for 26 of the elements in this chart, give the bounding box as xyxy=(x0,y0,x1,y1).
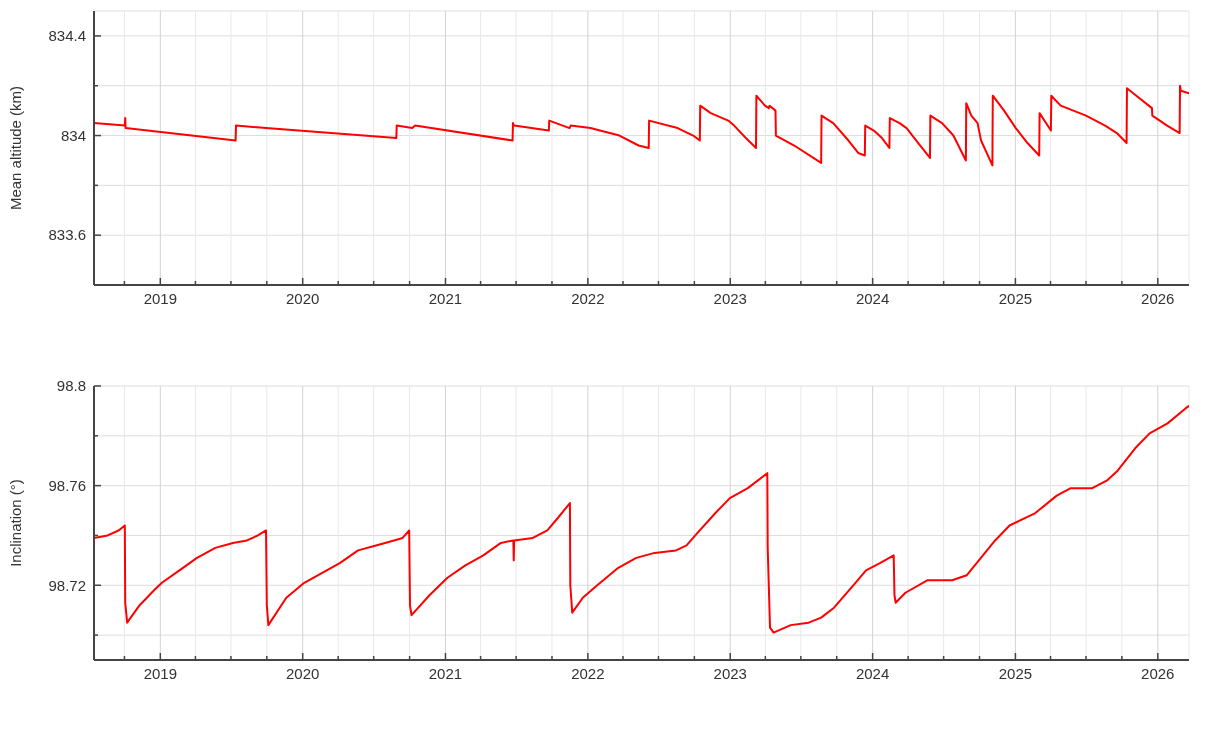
x-tick-label: 2022 xyxy=(571,664,605,682)
line-series xyxy=(94,404,1189,634)
x-tick-label: 2019 xyxy=(143,289,177,307)
x-tick-label: 2020 xyxy=(286,289,320,307)
x-tick-label: 2019 xyxy=(143,664,177,682)
y-tick-label: 98.72 xyxy=(48,576,86,594)
y-tick-label: 833.6 xyxy=(48,226,86,244)
x-tick-label: 2025 xyxy=(998,289,1033,307)
x-tick-label: 2023 xyxy=(713,289,747,307)
x-tick-label: 2022 xyxy=(571,289,605,307)
line-series xyxy=(94,84,1189,167)
x-tick-label: 2020 xyxy=(286,664,320,682)
y-tick-label: 98.8 xyxy=(56,377,86,395)
x-tick-label: 2021 xyxy=(428,289,463,307)
y-tick-label: 834 xyxy=(60,126,86,144)
y-tick-label: 834.4 xyxy=(48,27,86,45)
x-tick-label: 2021 xyxy=(428,664,463,682)
x-tick-label: 2025 xyxy=(998,664,1033,682)
y-axis-title: Inclination (°) xyxy=(7,479,25,567)
x-tick-label: 2023 xyxy=(713,664,747,682)
x-tick-label: 2024 xyxy=(855,664,890,682)
y-axis-title: Mean altitude (km) xyxy=(7,85,25,211)
y-tick-label: 98.76 xyxy=(48,476,86,494)
x-tick-label: 2026 xyxy=(1141,289,1175,307)
x-tick-label: 2024 xyxy=(855,289,890,307)
x-tick-label: 2026 xyxy=(1141,664,1175,682)
